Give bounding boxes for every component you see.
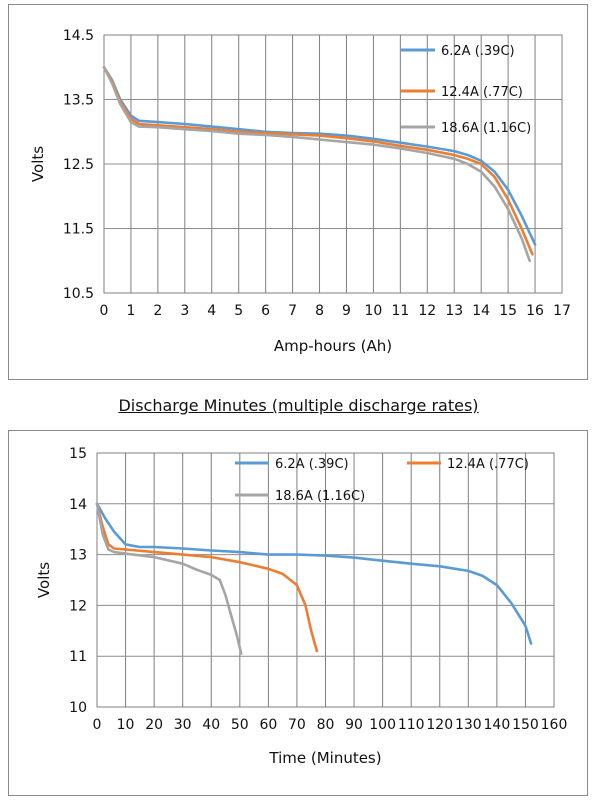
series-line-1 — [102, 65, 537, 246]
minutes-chart: 0 10 20 30 40 50 60 70 80 90 100 110 120 130 140 150 160… — [35, 446, 568, 767]
chart-caption: Discharge Minutes (multiple discharge ra… — [118, 396, 479, 415]
plot-area — [96, 452, 555, 708]
y-tick-label: 14.5 — [63, 28, 94, 44]
y-tick-label: 12 — [69, 598, 87, 614]
x-tick-label: 17 — [553, 303, 571, 319]
y-tick-label: 10.5 — [63, 286, 94, 302]
x-tick-label: 6 — [261, 303, 270, 319]
x-tick-label: 50 — [231, 717, 249, 733]
series-line-1 — [95, 502, 533, 645]
y-tick-label: 12.5 — [63, 157, 94, 173]
x-tick-label: 7 — [288, 303, 297, 319]
x-tick-label: 40 — [202, 717, 220, 733]
x-tick-label: 9 — [342, 303, 351, 319]
x-tick-label: 80 — [317, 717, 335, 733]
x-tick-label: 150 — [512, 717, 539, 733]
x-tick-label: 70 — [288, 717, 306, 733]
legend-label-1: 6.2A (.39C) — [441, 44, 515, 59]
y-tick-label: 11.5 — [63, 222, 94, 238]
x-tick-label: 14 — [472, 303, 490, 319]
x-tick-label: 3 — [180, 303, 189, 319]
x-tick-label: 120 — [426, 717, 453, 733]
series-line-3 — [102, 65, 532, 263]
y-tick-label: 13 — [69, 548, 87, 564]
amp-hours-chart: 0 1 2 3 4 5 6 7 8 9 10 11 12 13 14 15 16 1710.511.512.513… — [29, 28, 571, 355]
y-tick-label: 11 — [69, 649, 87, 665]
x-tick-label: 100 — [369, 717, 396, 733]
series-line-3 — [95, 502, 243, 655]
x-tick-label: 30 — [174, 717, 192, 733]
legend-label-3: 18.6A (1.16C) — [275, 489, 365, 504]
y-tick-label: 13.5 — [63, 93, 94, 109]
series-line-2 — [95, 502, 319, 653]
x-tick-label: 130 — [455, 717, 482, 733]
y-tick-label: 15 — [69, 446, 87, 462]
x-tick-label: 5 — [234, 303, 243, 319]
x-tick-label: 160 — [541, 717, 568, 733]
x-tick-label: 110 — [398, 717, 425, 733]
x-tick-label: 12 — [418, 303, 436, 319]
y-axis-title: Volts — [29, 146, 47, 182]
x-tick-label: 0 — [93, 717, 102, 733]
series-line-2 — [102, 65, 534, 256]
x-tick-label: 1 — [126, 303, 135, 319]
x-tick-label: 0 — [100, 303, 109, 319]
x-tick-label: 13 — [445, 303, 463, 319]
plot-area — [103, 34, 563, 294]
x-axis-title: Amp-hours (Ah) — [274, 337, 392, 355]
chart-panel-minutes: 0 10 20 30 40 50 60 70 80 90 100 110 120 130 140 150 160… — [8, 430, 588, 796]
x-tick-label: 4 — [207, 303, 216, 319]
y-axis-title: Volts — [35, 562, 53, 598]
x-tick-label: 10 — [117, 717, 135, 733]
x-tick-label: 90 — [345, 717, 363, 733]
x-tick-label: 20 — [145, 717, 163, 733]
x-tick-label: 8 — [315, 303, 324, 319]
x-tick-label: 16 — [526, 303, 544, 319]
x-tick-label: 15 — [499, 303, 517, 319]
y-tick-label: 14 — [69, 497, 87, 513]
x-tick-label: 10 — [364, 303, 382, 319]
chart-panel-amp-hours: 0 1 2 3 4 5 6 7 8 9 10 11 12 13 14 15 16 17 10.5 11.5 12.5 13… — [8, 4, 588, 380]
x-tick-label: 140 — [484, 717, 511, 733]
x-axis-title: Time (Minutes) — [268, 749, 381, 767]
legend-label-1: 6.2A (.39C) — [275, 457, 349, 472]
x-tick-label: 60 — [259, 717, 277, 733]
legend-label-3: 18.6A (1.16C) — [441, 121, 531, 136]
x-tick-label: 11 — [391, 303, 409, 319]
legend-label-2: 12.4A (.77C) — [441, 85, 523, 100]
y-tick-label: 10 — [69, 700, 87, 716]
x-tick-label: 2 — [153, 303, 162, 319]
legend-label-2: 12.4A (.77C) — [447, 457, 529, 472]
